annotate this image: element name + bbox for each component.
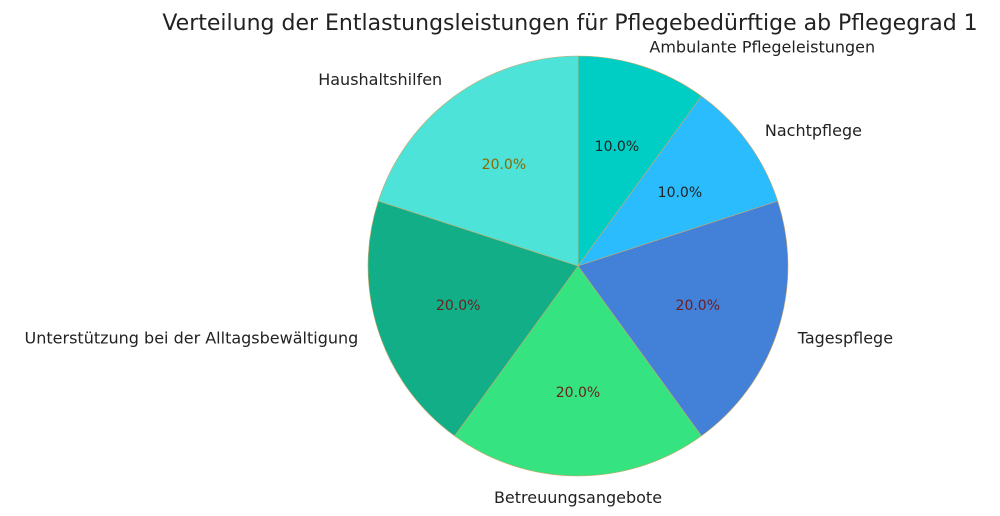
pie-slice-unterstuetzung-bei-der-alltagsbewaeltigung: [367, 200, 579, 437]
pie-slice-ambulante-pflegeleistungen: [577, 55, 702, 267]
pie-slice-nachtpflege: [577, 95, 779, 267]
slice-label-tagespflege: Tagespflege: [797, 328, 893, 347]
percentage-labels: 10.0% 10.0% 20.0% 20.0% 20.0% 20.0%: [436, 139, 720, 401]
pie-slice-tagespflege: [577, 200, 789, 437]
pct-label-tagespflege: 20.0%: [676, 298, 720, 314]
chart-title: Verteilung der Entlastungsleistungen für…: [162, 11, 977, 36]
slice-label-haushaltshilfen: Haushaltshilfen: [318, 70, 442, 89]
pie-slices: [367, 55, 789, 477]
slice-label-ambulante-pflegeleistungen: Ambulante Pflegeleistungen: [649, 37, 875, 56]
category-labels: Ambulante Pflegeleistungen Nachtpflege Tag…: [25, 37, 893, 507]
slice-label-nachtpflege: Nachtpflege: [765, 121, 862, 140]
pie-slice-haushaltshilfen: [377, 55, 579, 267]
pct-label-nachtpflege: 10.0%: [658, 185, 702, 201]
slice-label-unterstuetzung-bei-der-alltagsbewaeltigung: Unterstützung bei der Alltagsbewältigung: [25, 328, 359, 347]
pct-label-betreuungsangebote: 20.0%: [556, 385, 600, 401]
pct-label-haushaltshilfen: 20.0%: [482, 157, 526, 173]
pct-label-ambulante-pflegeleistungen: 10.0%: [595, 139, 639, 155]
pct-label-unterstuetzung-bei-der-alltagsbewaeltigung: 20.0%: [436, 298, 480, 314]
slice-label-betreuungsangebote: Betreuungsangebote: [494, 488, 662, 507]
pie-slice-betreuungsangebote: [454, 265, 702, 477]
